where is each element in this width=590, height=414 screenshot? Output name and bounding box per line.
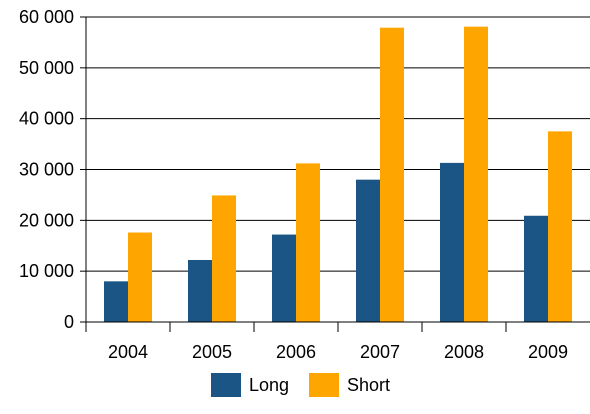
legend-swatch-short [309,373,339,397]
bar-long-2005 [188,259,212,322]
bar-short-2009 [548,131,572,322]
y-tick-label: 40 000 [19,109,74,129]
x-tick-label: 2004 [108,342,148,362]
x-tick-label: 2008 [444,342,484,362]
bar-short-2007 [380,27,404,323]
bar-long-2009 [524,215,548,322]
bar-short-2005 [212,195,236,322]
y-tick-label: 30 000 [19,160,74,180]
bar-long-2004 [104,281,128,322]
bar-short-2004 [128,232,152,322]
x-tick-label: 2009 [528,342,568,362]
y-tick-label: 10 000 [19,261,74,281]
legend-swatch-long [211,373,241,397]
y-tick-label: 60 000 [19,7,74,27]
y-tick-label: 20 000 [19,210,74,230]
x-tick-label: 2007 [360,342,400,362]
bar-long-2007 [356,179,380,322]
legend: Long Short [211,373,390,397]
legend-label-short: Short [347,375,390,395]
bar-long-2008 [440,162,464,322]
x-tick-label: 2005 [192,342,232,362]
bars [104,26,572,323]
bar-short-2006 [296,163,320,322]
legend-label-long: Long [249,375,289,395]
y-tick-label: 0 [64,312,74,332]
axes: 0 10 000 20 000 30 000 40 000 50 000 60 000 200… [19,7,590,362]
gridlines [86,16,590,272]
x-tick-label: 2006 [276,342,316,362]
y-tick-label: 50 000 [19,58,74,78]
bar-short-2008 [464,26,488,323]
bar-long-2006 [272,234,296,322]
